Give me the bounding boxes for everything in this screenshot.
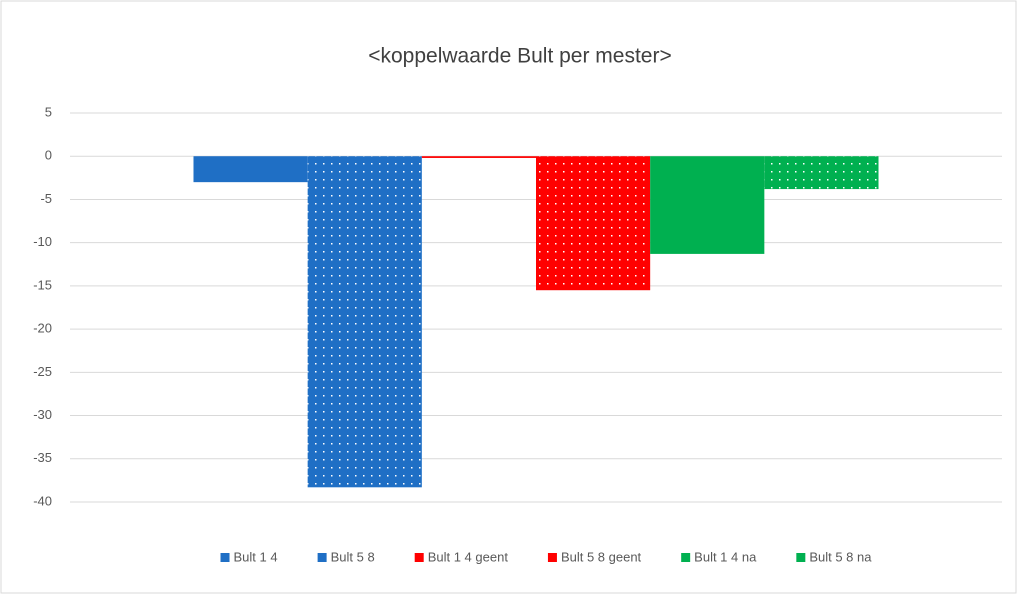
legend-label: Bult 5 8 na [809, 549, 872, 564]
legend-swatch [317, 553, 327, 562]
legend-label: Bult 1 4 [234, 549, 278, 564]
chart-title: <koppelwaarde Bult per mester> [368, 45, 672, 68]
y-tick-label: -10 [33, 234, 52, 249]
legend-label: Bult 5 8 [331, 549, 375, 564]
legend-item: Bult 1 4 [220, 549, 278, 564]
bar [764, 156, 879, 190]
bar [536, 156, 651, 291]
bar [421, 156, 536, 158]
legend-swatch [796, 553, 806, 562]
legend-item: Bult 1 4 na [681, 549, 757, 564]
y-tick-label: -40 [33, 493, 52, 508]
bar [650, 156, 765, 254]
legend-swatch [547, 553, 557, 562]
legend-item: Bult 5 8 [317, 549, 375, 564]
y-tick-label: -25 [33, 364, 52, 379]
y-tick-label: -5 [40, 191, 52, 206]
y-tick-label: 5 [45, 104, 52, 119]
y-tick-label: 0 [45, 148, 52, 163]
legend-label: Bult 1 4 geent [428, 549, 509, 564]
legend-swatch [414, 553, 424, 562]
legend-item: Bult 5 8 na [796, 549, 872, 564]
legend-label: Bult 5 8 geent [561, 549, 642, 564]
y-tick-label: -20 [33, 321, 52, 336]
legend-swatch [220, 553, 230, 562]
legend-item: Bult 5 8 geent [547, 549, 642, 564]
legend-swatch [681, 553, 691, 562]
bar [307, 156, 422, 488]
bar [193, 156, 308, 183]
y-tick-label: -30 [33, 407, 52, 422]
y-tick-label: -35 [33, 450, 52, 465]
legend-item: Bult 1 4 geent [414, 549, 509, 564]
y-tick-label: -15 [33, 277, 52, 292]
legend-label: Bult 1 4 na [694, 549, 757, 564]
